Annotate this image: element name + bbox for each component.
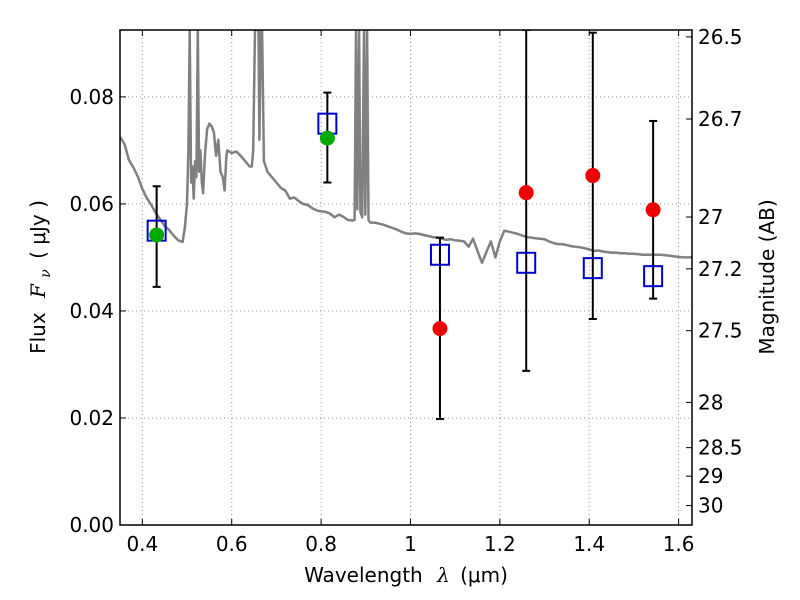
error-bar (522, 30, 531, 372)
y2-tick-label: 30 (698, 494, 723, 518)
y2-tick-label: 28.5 (698, 436, 743, 460)
y-axis-title-prefix: Flux (26, 312, 50, 354)
y-axis-title: Flux F ν ( μJy ) (26, 200, 55, 354)
x-tick-label: 1.4 (573, 532, 605, 556)
low-significance-flux-point (518, 185, 534, 201)
y2-tick-label: 29 (698, 464, 723, 488)
observed-flux-layer (149, 130, 661, 337)
low-significance-flux-point (585, 168, 601, 184)
y-tick-label: 0.00 (69, 513, 114, 537)
y-tick-label: 0.02 (69, 406, 114, 430)
x-axis-ticks: 0.4 0.6 0.8 1 1.2 1.4 1.6 (126, 30, 695, 556)
y-axis-title-subscript: ν (38, 269, 54, 278)
y-tick-label: 0.08 (69, 85, 114, 109)
template-spectrum-line (120, 30, 692, 265)
y2-tick-label: 26.5 (698, 25, 743, 49)
y-axis-ticks: 0.00 0.02 0.04 0.06 0.08 (69, 85, 126, 537)
x-axis-title-prefix: Wavelength (304, 563, 423, 587)
model-flux-square (582, 257, 603, 280)
low-significance-flux-point (432, 321, 448, 337)
x-tick-label: 0.8 (305, 532, 337, 556)
model-flux-square (429, 243, 450, 266)
detected-flux-point (319, 130, 335, 146)
y-axis-title-symbol: F (26, 283, 50, 299)
x-axis-title: Wavelength λ (μm) (304, 563, 508, 587)
y-axis-title-unit: ( μJy ) (26, 200, 50, 259)
model-flux-square (643, 265, 664, 288)
y2-axis-title: Magnitude (AB) (755, 199, 779, 354)
plot-background (120, 30, 692, 525)
x-tick-label: 1.6 (663, 532, 695, 556)
low-significance-flux-point (645, 202, 661, 218)
x-tick-label: 1 (404, 532, 417, 556)
x-tick-label: 1.2 (484, 532, 516, 556)
model-flux-square (516, 251, 537, 274)
y2-tick-label: 27.2 (698, 257, 743, 281)
plot-frame (119, 29, 693, 526)
y2-axis-ticks: 26.5 26.7 27 27.2 27.5 28 28.5 29 30 (686, 25, 743, 518)
y2-tick-label: 27.5 (698, 319, 743, 343)
y2-tick-label: 26.7 (698, 107, 743, 131)
y2-tick-label: 28 (698, 390, 723, 414)
template-spectrum-layer (120, 30, 692, 265)
x-tick-label: 0.4 (126, 532, 158, 556)
y-tick-label: 0.04 (69, 299, 114, 323)
x-tick-label: 0.6 (216, 532, 248, 556)
x-axis-title-symbol: λ (436, 563, 450, 587)
x-axis-title-unit: (μm) (460, 563, 508, 587)
detected-flux-point (149, 227, 165, 243)
y-tick-label: 0.06 (69, 192, 114, 216)
y2-tick-label: 27 (698, 205, 723, 229)
